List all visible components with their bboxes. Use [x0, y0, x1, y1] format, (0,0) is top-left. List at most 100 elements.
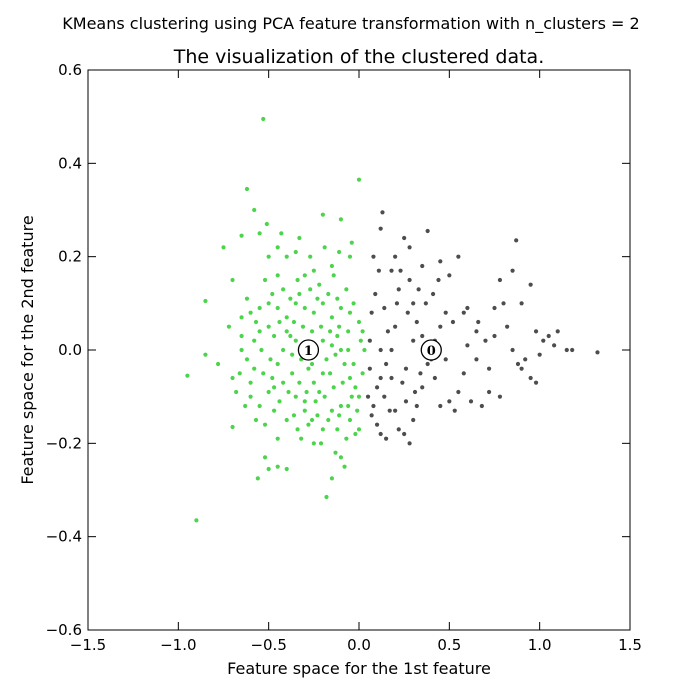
- scatter-point: [360, 371, 365, 376]
- scatter-point: [438, 259, 443, 264]
- scatter-point: [402, 235, 407, 241]
- scatter-point: [387, 408, 392, 413]
- scatter-point: [243, 403, 248, 409]
- scatter-point: [284, 254, 289, 259]
- scatter-point: [252, 366, 257, 371]
- y-tick-label: −0.6: [46, 621, 82, 639]
- scatter-point: [378, 347, 383, 353]
- scatter-point: [396, 427, 401, 432]
- scatter-point: [295, 427, 300, 432]
- scatter-point: [358, 338, 363, 343]
- scatter-point: [308, 254, 313, 259]
- scatter-point: [362, 347, 367, 353]
- scatter-point: [234, 389, 239, 395]
- x-tick-label: 1.0: [528, 636, 552, 654]
- scatter-point: [537, 352, 542, 357]
- scatter-point: [418, 371, 423, 376]
- scatter-point: [226, 324, 232, 329]
- x-axis-label: Feature space for the 1st feature: [227, 659, 491, 678]
- scatter-point: [315, 296, 320, 301]
- scatter-point: [382, 394, 387, 399]
- scatter-point: [257, 403, 262, 409]
- scatter-point: [302, 273, 307, 278]
- scatter-point: [308, 287, 313, 292]
- scatter-point: [297, 291, 302, 297]
- scatter-point: [349, 240, 354, 245]
- scatter-point: [270, 291, 275, 297]
- scatter-point: [329, 315, 334, 320]
- scatter-point: [268, 357, 273, 362]
- scatter-point: [374, 422, 380, 427]
- scatter-point: [306, 422, 311, 427]
- scatter-point: [369, 413, 374, 418]
- scatter-point: [411, 301, 416, 306]
- scatter-point: [304, 389, 309, 395]
- scatter-point: [346, 403, 351, 409]
- scatter-point: [313, 399, 318, 404]
- scatter-point: [461, 371, 466, 376]
- scatter-point: [266, 301, 271, 306]
- scatter-point: [465, 343, 470, 348]
- scatter-point: [185, 373, 190, 378]
- scatter-point: [436, 277, 441, 283]
- y-tick-label: 0.4: [58, 154, 82, 172]
- scatter-point: [356, 394, 362, 399]
- scatter-point: [546, 333, 551, 339]
- scatter-point: [570, 347, 575, 353]
- scatter-point: [331, 273, 336, 278]
- scatter-point: [338, 305, 344, 311]
- scatter-point: [492, 333, 497, 339]
- scatter-point: [271, 333, 277, 339]
- scatter-point: [384, 436, 389, 441]
- scatter-point: [302, 408, 307, 413]
- scatter-point: [447, 273, 452, 278]
- scatter-point: [311, 380, 316, 385]
- scatter-point: [284, 466, 289, 472]
- scatter-point: [331, 385, 336, 390]
- scatter-point: [533, 380, 539, 385]
- scatter-point: [393, 324, 398, 329]
- scatter-point: [281, 380, 286, 385]
- scatter-point: [306, 366, 311, 371]
- scatter-point: [230, 277, 235, 283]
- scatter-point: [255, 476, 260, 481]
- scatter-point: [262, 422, 268, 427]
- x-tick-label: 1.5: [618, 636, 642, 654]
- x-tick-label: −1.0: [160, 636, 196, 654]
- scatter-point: [497, 277, 503, 283]
- scatter-point: [346, 329, 351, 334]
- scatter-point: [378, 431, 383, 437]
- scatter-point: [528, 375, 533, 381]
- scatter-point: [338, 455, 344, 460]
- scatter-point: [465, 305, 470, 311]
- scatter-point: [347, 375, 353, 381]
- scatter-point: [297, 235, 302, 241]
- scatter-point: [461, 310, 466, 315]
- scatter-point: [411, 338, 416, 343]
- scatter-point: [371, 403, 376, 409]
- scatter-point: [367, 366, 372, 371]
- scatter-point: [438, 403, 443, 409]
- scatter-point: [252, 338, 257, 343]
- scatter-point: [389, 268, 394, 273]
- scatter-point: [275, 361, 280, 367]
- scatter-point: [389, 347, 394, 353]
- scatter-point: [373, 291, 378, 297]
- scatter-point: [317, 282, 322, 287]
- scatter-point: [299, 436, 304, 441]
- scatter-point: [346, 347, 351, 353]
- scatter-point: [318, 441, 324, 446]
- scatter-point: [239, 347, 244, 353]
- scatter-point: [356, 177, 362, 182]
- scatter-point: [349, 394, 354, 399]
- y-tick-label: −0.4: [46, 528, 82, 546]
- scatter-point: [311, 441, 316, 446]
- scatter-point: [237, 371, 242, 376]
- scatter-point: [335, 296, 340, 301]
- scatter-point: [291, 413, 297, 418]
- scatter-point: [275, 273, 280, 278]
- scatter-point: [335, 427, 340, 432]
- scatter-point: [253, 319, 259, 325]
- scatter-point: [335, 333, 340, 339]
- scatter-point: [515, 361, 521, 367]
